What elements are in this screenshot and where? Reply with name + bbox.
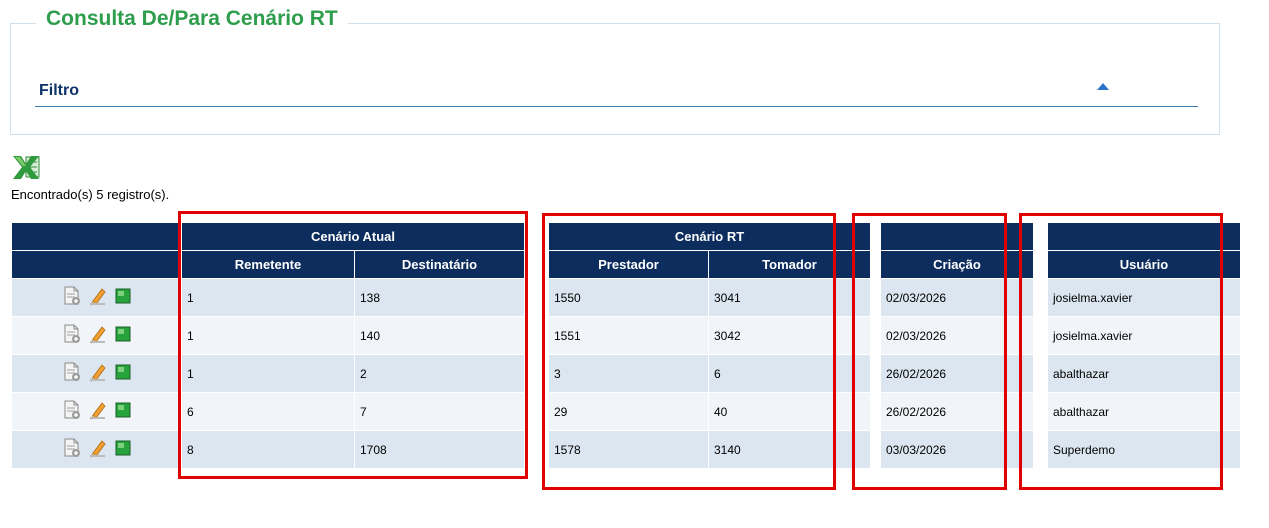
edit-pencil-icon[interactable]: [89, 438, 107, 461]
edit-pencil-icon[interactable]: [89, 286, 107, 309]
cell-criacao: 26/02/2026: [880, 354, 1034, 393]
filter-divider: [35, 106, 1198, 107]
cell-usuario: Superdemo: [1047, 430, 1241, 469]
cell-criacao: 02/03/2026: [880, 316, 1034, 355]
actions-header: [11, 222, 182, 251]
column-header-tomador[interactable]: Tomador: [708, 250, 871, 279]
column-header-criacao[interactable]: Criação: [880, 250, 1034, 279]
cell-remetente: 1: [181, 316, 355, 355]
edit-pencil-icon[interactable]: [89, 400, 107, 423]
cell-tomador: 3041: [708, 278, 871, 317]
results-table: Cenário Atual Cenário RT Remetente Desti…: [11, 222, 1241, 469]
cell-prestador: 1550: [548, 278, 709, 317]
result-count: Encontrado(s) 5 registro(s).: [11, 187, 170, 202]
cell-usuario: abalthazar: [1047, 354, 1241, 393]
table-row: 1 140 1551 3042 02/03/2026 josielma.xavier: [11, 316, 1241, 355]
green-square-icon[interactable]: [115, 326, 131, 345]
cell-usuario: abalthazar: [1047, 392, 1241, 431]
cell-remetente: 6: [181, 392, 355, 431]
green-square-icon[interactable]: [115, 364, 131, 383]
column-header-usuario[interactable]: Usuário: [1047, 250, 1241, 279]
cell-destinatario: 138: [354, 278, 525, 317]
filter-toggle-label[interactable]: Filtro: [39, 82, 79, 99]
document-icon[interactable]: [63, 400, 81, 423]
cell-destinatario: 2: [354, 354, 525, 393]
column-header-remetente[interactable]: Remetente: [181, 250, 355, 279]
table-row: 1 2 3 6 26/02/2026 abalthazar: [11, 354, 1241, 393]
triangle-up-icon[interactable]: [1097, 83, 1109, 90]
table-row: 1 138 1550 3041 02/03/2026 josielma.xavier: [11, 278, 1241, 317]
cell-tomador: 3042: [708, 316, 871, 355]
green-square-icon[interactable]: [115, 288, 131, 307]
cenario-atual-header: Cenário Atual: [181, 222, 525, 251]
cell-remetente: 1: [181, 278, 355, 317]
cell-tomador: 3140: [708, 430, 871, 469]
green-square-icon[interactable]: [115, 402, 131, 421]
cell-criacao: 03/03/2026: [880, 430, 1034, 469]
usuario-group-header: [1047, 222, 1241, 251]
edit-pencil-icon[interactable]: [89, 324, 107, 347]
cell-usuario: josielma.xavier: [1047, 278, 1241, 317]
excel-icon[interactable]: [12, 153, 41, 181]
cell-remetente: 8: [181, 430, 355, 469]
filter-panel: [10, 23, 1220, 135]
cell-destinatario: 7: [354, 392, 525, 431]
document-icon[interactable]: [63, 286, 81, 309]
cell-prestador: 3: [548, 354, 709, 393]
document-icon[interactable]: [63, 324, 81, 347]
edit-pencil-icon[interactable]: [89, 362, 107, 385]
row-actions: [11, 278, 182, 317]
actions-subheader: [11, 250, 182, 279]
column-header-prestador[interactable]: Prestador: [548, 250, 709, 279]
cell-remetente: 1: [181, 354, 355, 393]
cell-criacao: 26/02/2026: [880, 392, 1034, 431]
cell-tomador: 40: [708, 392, 871, 431]
row-actions: [11, 354, 182, 393]
column-header-destinatario[interactable]: Destinatário: [354, 250, 525, 279]
table-row: 6 7 29 40 26/02/2026 abalthazar: [11, 392, 1241, 431]
cell-prestador: 1578: [548, 430, 709, 469]
row-actions: [11, 392, 182, 431]
cell-usuario: josielma.xavier: [1047, 316, 1241, 355]
document-icon[interactable]: [63, 438, 81, 461]
page-title: Consulta De/Para Cenário RT: [36, 5, 348, 33]
row-actions: [11, 316, 182, 355]
criacao-group-header: [880, 222, 1034, 251]
cell-destinatario: 140: [354, 316, 525, 355]
cell-tomador: 6: [708, 354, 871, 393]
cell-prestador: 29: [548, 392, 709, 431]
cell-criacao: 02/03/2026: [880, 278, 1034, 317]
cell-destinatario: 1708: [354, 430, 525, 469]
green-square-icon[interactable]: [115, 440, 131, 459]
row-actions: [11, 430, 182, 469]
cenario-rt-header: Cenário RT: [548, 222, 871, 251]
cell-prestador: 1551: [548, 316, 709, 355]
table-row: 8 1708 1578 3140 03/03/2026 Superdemo: [11, 430, 1241, 469]
document-icon[interactable]: [63, 362, 81, 385]
